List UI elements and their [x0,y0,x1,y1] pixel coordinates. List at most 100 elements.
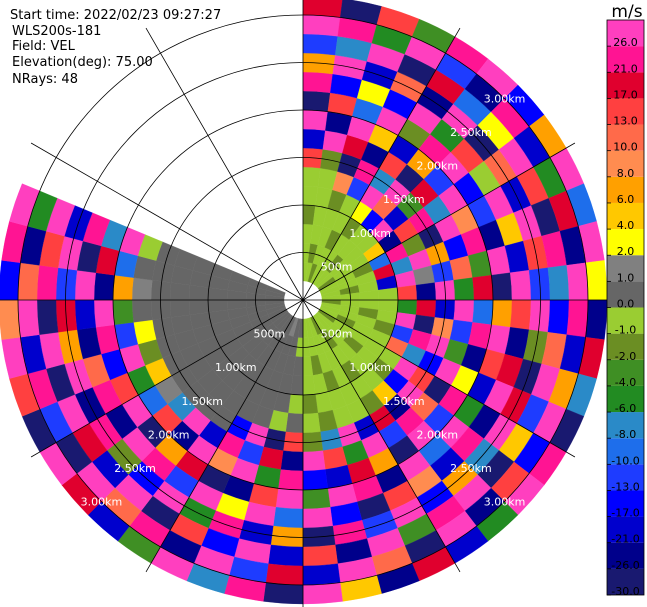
colorbar-tick-label: 4.0 [617,219,635,232]
colorbar-unit: m/s [611,2,642,22]
colorbar-band [607,359,644,386]
range-ring-label: 2.50km [114,462,156,475]
range-ring-label: 1.00km [349,361,391,374]
spoke [30,299,304,458]
labels: 500m 500m 500m 1.00km 1.00km 1.00km 1.50km 1.50… [81,92,526,508]
grid [0,0,617,607]
colorbar-tick-label: -8.0 [615,428,636,441]
colorbar-tick-label: 10.0 [613,141,638,154]
radar-cell [273,507,304,529]
radar-cell [36,299,59,335]
colorbar-frame [606,19,645,596]
colorbar-tick-label: -4.0 [615,376,636,389]
range-ring-label: 500m [321,328,353,341]
radar-cell [188,299,209,316]
radar-cell [302,525,336,548]
radar-cell [275,488,304,510]
colorbar-tick-label: 2.0 [617,245,635,258]
colorbar-band [607,229,644,256]
radar-cell [302,469,328,491]
range-ring [207,204,399,396]
colorbar-tick-label: 26.0 [613,36,638,49]
radar-cell [510,299,532,330]
colorbar-tick-label: 1.0 [617,271,635,284]
radar-cell [510,270,532,301]
colorbar-tick-label: 6.0 [617,193,635,206]
colorbar-band [607,150,644,177]
radar-cell [302,488,331,510]
spoke [145,299,304,573]
range-ring-label: 1.00km [215,361,257,374]
radar-cell [302,90,331,112]
range-ring-label: 2.50km [450,462,492,475]
radar-cell [528,299,551,333]
radar-cell [547,299,570,335]
radar-cell [302,394,319,415]
radar-cell [302,52,336,75]
spoke [302,299,461,573]
radar-cell [302,563,341,586]
nrays: NRays: 48 [12,72,78,87]
spoke [302,299,576,458]
radar-cell [74,299,96,330]
range-ring [112,109,494,491]
radar-cell [302,450,326,472]
radar-cell [265,563,304,586]
radar-cell [302,544,338,567]
radar-cell [491,272,513,301]
colorbar-band [607,46,644,73]
spoke [302,142,576,301]
radar-cell [302,412,321,434]
range-ring-label: 2.00km [417,160,459,173]
radar-cell [17,299,40,338]
colorbar-band [607,98,644,125]
range-ring-label: 3.00km [484,92,526,105]
colorbar-tick-label: 17.0 [613,88,638,101]
radar-cell [0,260,21,301]
colorbar-band [607,307,644,334]
colorbar-tick-label: -30.0 [611,585,639,598]
radar-cell [278,469,304,491]
colorbar-band [607,464,644,491]
radar-cell [169,299,191,318]
colorbar-tick-label: -2.0 [615,350,636,363]
colorbar-band [607,385,644,413]
colorbar-band [607,176,644,203]
range-ring [255,252,351,348]
radar-cell [280,450,304,472]
radar-cell [528,267,551,301]
colorbar-tick-label: -21.0 [611,533,639,546]
colorbar-band [607,542,644,569]
radar-cell [547,265,570,301]
radar-cell [131,299,153,323]
radar-cell [302,507,333,529]
colorbar-tick-label: -26.0 [611,559,639,572]
radar-cell [472,275,494,301]
colorbar-tick-label: 13.0 [613,115,638,128]
range-ring-label: 2.00km [417,428,459,441]
radar-cell [169,282,191,301]
colorbar-band [607,124,644,151]
radar-cell [491,299,513,328]
colorbar-band [607,490,644,517]
station: WLS200s-181 [12,24,101,39]
colorbar-tick-label: -1.0 [615,324,636,337]
radar-cell [112,275,134,301]
range-ring [17,14,589,586]
radar-cell [302,128,326,150]
radar-cell [268,544,304,567]
colorbar-band [607,202,644,230]
radar-cell [270,525,304,548]
radar-cell [302,14,341,37]
colorbar-band [607,333,644,360]
radar-cell [55,299,78,333]
radar-cell [302,166,321,188]
range-ring-label: 500m [321,260,353,273]
radar-cell [93,272,115,301]
colorbar-tick-label: 8.0 [617,167,635,180]
cells [0,0,608,605]
range-ring [65,62,541,538]
colorbar-band [607,516,644,543]
colorbar: -30.0 -26.0 -21.0 -17.0 -13.0 -10.0 -8.0 -6.0 -4… [606,19,645,598]
